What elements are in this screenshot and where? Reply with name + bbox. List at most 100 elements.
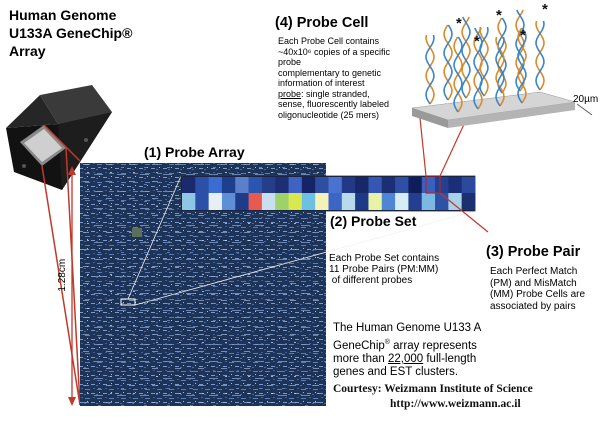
- probe-cell-description: Each Probe Cell contains ~40x10⁶ copies …: [278, 36, 418, 120]
- array-size-label: 1.28cm: [57, 258, 69, 292]
- strip-cell-top: [421, 177, 436, 193]
- strip-cell-bottom: [381, 193, 396, 210]
- strip-to-cell-connectors: [419, 117, 489, 233]
- strip-cell-top: [195, 177, 209, 193]
- strip-cell-top: [328, 177, 343, 193]
- array-height-measure: [68, 166, 76, 406]
- strip-cell-bottom: [421, 193, 436, 210]
- strip-cell-top: [435, 177, 449, 193]
- label-star: *: [496, 7, 502, 24]
- strand-blue: [495, 36, 505, 107]
- strand-blue: [517, 27, 527, 104]
- label-star: *: [542, 1, 548, 18]
- probe-pair-description: Each Perfect Match (PM) and MisMatch (MM…: [490, 266, 585, 312]
- strip-cell-top: [208, 177, 223, 193]
- strip-cell-top: [395, 177, 409, 193]
- title-line-3: Array: [9, 43, 46, 59]
- strip-cell-top: [355, 177, 369, 193]
- strip-cell-top: [381, 177, 396, 193]
- strip-cell-bottom: [315, 193, 329, 210]
- strip-cell-bottom: [208, 193, 223, 210]
- strand-orange: [535, 20, 545, 91]
- strip-cell-bottom: [275, 193, 289, 210]
- probe-set-description: Each Probe Set contains 11 Probe Pairs (…: [329, 253, 439, 286]
- probe-cell-text-4: complementary to genetic: [278, 67, 382, 78]
- gene-count: 22,000: [387, 352, 424, 365]
- strip-cell-bottom: [288, 193, 303, 210]
- genome-note-line-1: The Human Genome U133 A: [333, 322, 482, 334]
- probe-set-text-2: 11 Probe Pairs (PM:MM): [329, 264, 439, 275]
- strand-orange: [425, 34, 435, 105]
- strip-cell-top: [315, 177, 329, 193]
- credit-line-1: Courtesy: Weizmann Institute of Science: [333, 383, 533, 395]
- strip-cell-top: [182, 177, 196, 193]
- strand-blue: [473, 27, 483, 110]
- genome-note: The Human Genome U133 A GeneChip® array …: [333, 322, 481, 380]
- strip-cell-bottom: [195, 193, 209, 210]
- strand-blue: [453, 36, 463, 113]
- probe-pair-text-2: (PM) and MisMatch: [490, 277, 577, 289]
- credit: Courtesy: Weizmann Institute of Science …: [333, 382, 533, 412]
- strip-cell-bottom: [355, 193, 369, 210]
- strip-cell-bottom: [408, 193, 423, 210]
- strand-blue: [425, 34, 435, 105]
- genome-note-line-3-end: full-length: [423, 352, 477, 365]
- strip-cell-top: [235, 177, 249, 193]
- strand-blue: [515, 9, 525, 92]
- strip-cell-top: [275, 177, 289, 193]
- probe-definition-rest: : single stranded,: [301, 88, 370, 99]
- strand-blue: [497, 17, 507, 94]
- strand-orange: [473, 27, 483, 110]
- probe-pair-heading: (3) Probe Pair: [486, 244, 581, 260]
- strip-cell-top: [341, 177, 356, 193]
- strip-cell-bottom: [182, 193, 196, 210]
- array-to-strip-lines: [127, 175, 476, 306]
- probe-definition-line: probe: single stranded,: [278, 89, 418, 100]
- probe-cell-heading: (4) Probe Cell: [275, 15, 369, 31]
- label-star: *: [520, 27, 526, 44]
- strip-cell-bottom: [461, 193, 476, 210]
- title-line-1: Human Genome: [9, 7, 117, 23]
- probe-cell-text-3: probe: [278, 57, 302, 67]
- probe-cell-slab: [411, 91, 593, 128]
- strand-orange: [461, 16, 471, 99]
- strand-orange: [515, 9, 525, 92]
- probe-term: probe: [278, 88, 302, 99]
- probe-array-heading: (1) Probe Array: [144, 144, 245, 160]
- oligonucleotide-strands: [425, 9, 545, 113]
- strip-cell-bottom: [448, 193, 462, 210]
- strip-cell-bottom: [221, 193, 236, 210]
- strand-blue: [535, 20, 545, 91]
- title-line-2: U133A GeneChip®: [9, 25, 133, 41]
- strip-cell-top: [408, 177, 423, 193]
- cell-size-label: 20µm: [573, 94, 599, 105]
- strip-cell-top: [461, 177, 476, 193]
- genechip-word: GeneChip: [333, 339, 385, 352]
- label-star: *: [474, 33, 480, 50]
- strip-cell-bottom: [368, 193, 383, 210]
- strand-blue: [443, 24, 453, 101]
- strip-cell-bottom: [395, 193, 409, 210]
- genome-note-line-3: more than 22,000 full-length: [333, 353, 481, 367]
- probe-pair-text-1: Each Perfect Match: [490, 266, 578, 277]
- probe-pair-text-3: (MM) Probe Cells are: [490, 289, 586, 300]
- probe-cell-text-2: ~40x10⁶ copies of a specific: [278, 46, 391, 57]
- probe-set-text-3: of different probes: [329, 275, 413, 286]
- probe-set-text-1: Each Probe Set contains: [329, 253, 440, 264]
- strip-cell-bottom: [248, 193, 263, 210]
- genome-note-line-4: genes and EST clusters.: [333, 366, 459, 379]
- strip-cell-top: [368, 177, 383, 193]
- probe-definition-3: oligonucleotide (25 mers): [278, 109, 380, 120]
- strip-cell-bottom: [235, 193, 249, 210]
- strip-cell-top: [288, 177, 303, 193]
- strip-cell-top: [261, 177, 276, 193]
- credit-line-2: http://www.weizmann.ac.il: [390, 398, 521, 410]
- strip-cell-top: [301, 177, 316, 193]
- fluorescent-labels: * * * * *: [456, 1, 548, 50]
- strip-cell-bottom: [261, 193, 276, 210]
- probe-pair-text-4: associated by pairs: [490, 300, 576, 312]
- genechip-cartridge: [6, 85, 112, 190]
- strand-orange: [495, 36, 505, 107]
- strip-cell-top: [221, 177, 236, 193]
